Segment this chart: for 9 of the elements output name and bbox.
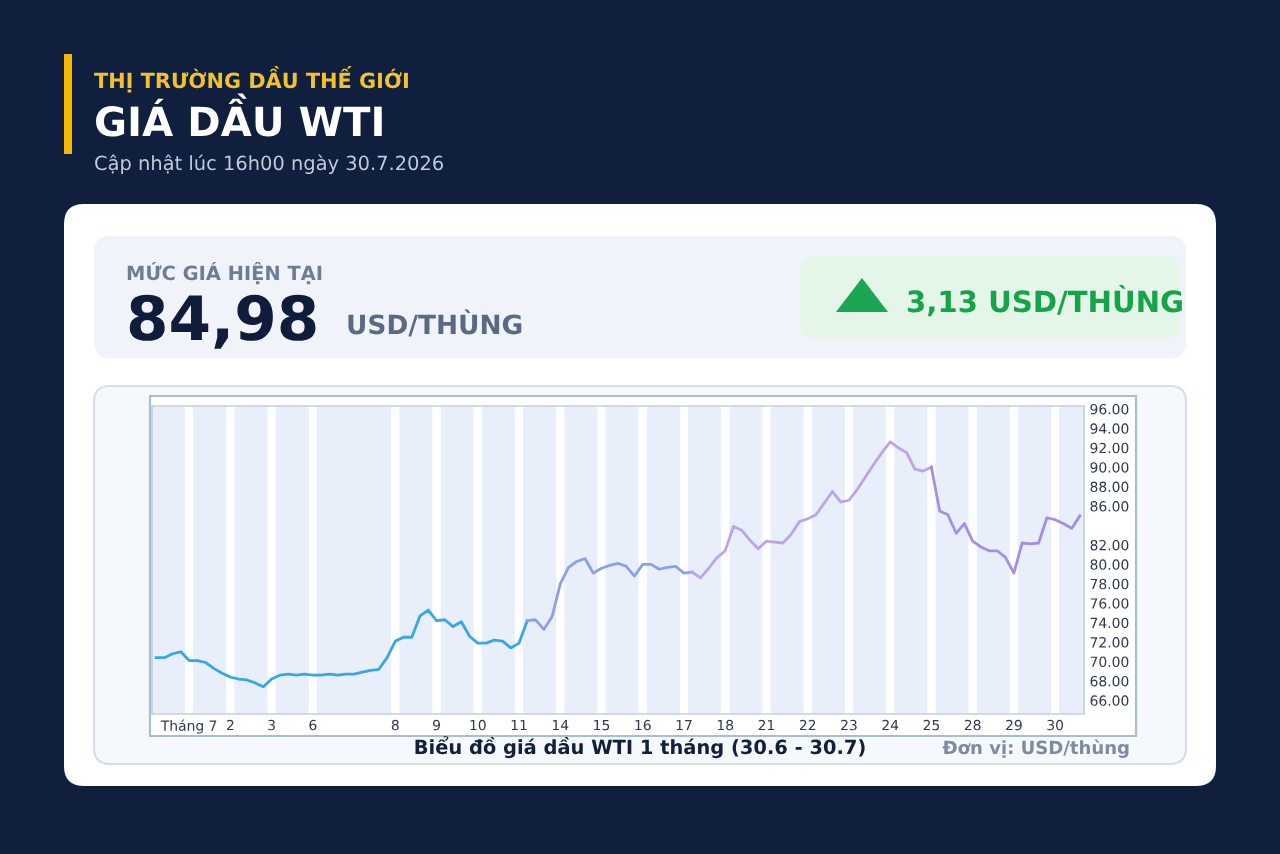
text: MỨC GIÁ HIỆN TẠI bbox=[127, 262, 322, 285]
chart-title: GIÁ DẦU WTI bbox=[96, 93, 382, 137]
text: 84,98 bbox=[129, 294, 316, 349]
text: Biểu đồ giá dầu WTI 1 tháng (30.6 - 30.7) bbox=[415, 736, 865, 759]
text: 3,13 USD/THÙNG bbox=[907, 285, 1182, 317]
text: THỊ TRƯỜNG DẦU THẾ GIỚI bbox=[94, 66, 408, 93]
text: Đơn vị: USD/thùng bbox=[942, 739, 1129, 758]
text: USD/THÙNG bbox=[348, 309, 522, 337]
chart-subtitle: Cập nhật lúc 16h00 ngày 30.7.2026 bbox=[95, 154, 443, 175]
